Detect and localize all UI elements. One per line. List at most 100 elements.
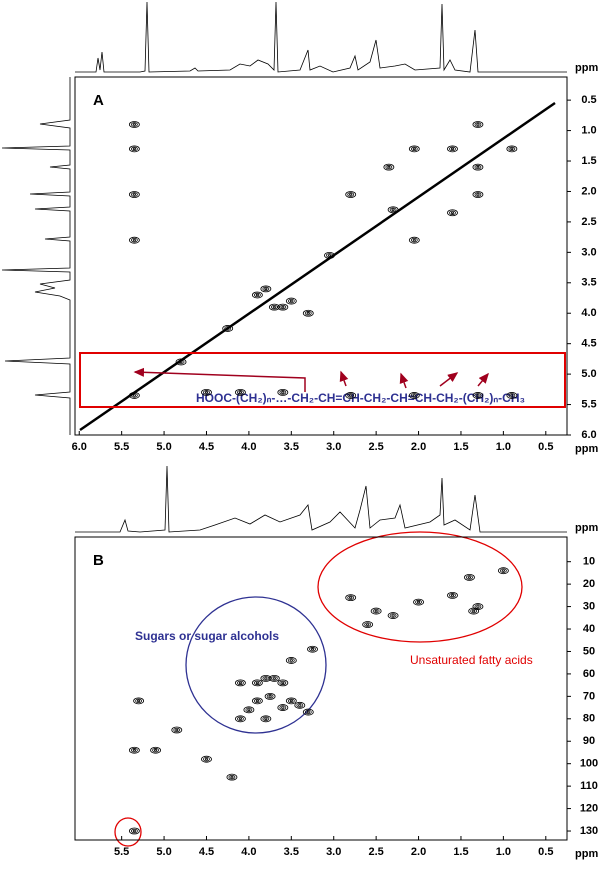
contour <box>387 612 399 619</box>
contour <box>128 236 140 244</box>
cross-peak <box>201 755 212 763</box>
contour <box>387 206 399 214</box>
contour <box>450 211 455 214</box>
x-tick-label: 3.0 <box>326 846 341 858</box>
contour <box>289 659 293 662</box>
arrow <box>477 372 489 387</box>
contour <box>349 394 353 397</box>
contour <box>253 698 261 704</box>
contour <box>468 607 480 615</box>
contour <box>447 591 458 599</box>
y-tick-label: 3.0 <box>581 246 596 258</box>
x-tick-label: 4.5 <box>199 846 214 858</box>
y-tick-label: 4.0 <box>581 307 596 319</box>
y-tick-label: 6.0 <box>581 429 596 441</box>
contour <box>277 679 289 687</box>
cross-peak <box>408 145 420 153</box>
contour <box>412 394 416 397</box>
contour <box>285 297 297 305</box>
contour <box>501 569 505 572</box>
contour <box>307 645 318 653</box>
contour <box>264 717 268 721</box>
contour <box>153 749 158 752</box>
contour <box>416 600 421 604</box>
cross-peak <box>260 675 272 682</box>
contour <box>472 121 484 128</box>
contour <box>251 291 263 299</box>
contour <box>238 717 243 721</box>
y-tick-label: 50 <box>583 645 595 657</box>
contour <box>508 393 516 398</box>
contour <box>391 208 395 211</box>
arrow <box>399 372 409 389</box>
y-tick-label: 10 <box>583 556 595 568</box>
contour <box>285 657 297 664</box>
cross-peak <box>171 726 183 734</box>
contour <box>408 145 420 153</box>
contour <box>135 698 143 704</box>
cross-peak <box>383 163 395 171</box>
plot-frame <box>74 536 568 841</box>
contour <box>349 193 353 196</box>
contour <box>324 251 335 259</box>
x-tick-label: 0.5 <box>538 441 553 453</box>
contour <box>345 191 357 198</box>
cross-peak <box>345 392 357 399</box>
contour <box>412 238 416 242</box>
contour <box>270 304 278 310</box>
y-tick-label: 5.0 <box>581 368 596 380</box>
contour <box>294 701 306 709</box>
contour <box>450 147 455 151</box>
contour <box>132 749 136 752</box>
contour <box>238 681 243 685</box>
contour <box>230 775 234 779</box>
contour <box>132 829 136 833</box>
cross-peak <box>497 567 509 575</box>
cross-peak <box>128 827 140 835</box>
contour <box>235 715 246 723</box>
contour <box>347 192 355 197</box>
contour <box>408 236 420 244</box>
contour <box>506 392 518 399</box>
contour <box>349 596 353 599</box>
cross-peak <box>447 209 458 217</box>
contour <box>175 358 187 366</box>
axis-label: ppm <box>575 848 598 860</box>
x-tick-label: 3.0 <box>326 441 341 453</box>
contour <box>152 748 159 753</box>
contour <box>130 146 138 152</box>
cross-peak <box>251 291 263 299</box>
x-tick-label: 2.0 <box>411 846 426 858</box>
contour <box>255 293 259 297</box>
contour <box>237 680 244 686</box>
y-tick-label: 5.5 <box>581 398 596 410</box>
contour <box>302 309 314 317</box>
contour <box>347 595 355 600</box>
arrow <box>439 372 459 387</box>
x-tick-label: 5.5 <box>114 846 129 858</box>
contour <box>449 146 456 152</box>
contour <box>130 122 138 127</box>
cross-peak <box>447 591 458 599</box>
contour <box>309 647 316 652</box>
contour <box>177 359 185 365</box>
contour <box>175 728 179 732</box>
contour <box>472 609 476 613</box>
cross-peak <box>387 206 399 214</box>
contour <box>137 699 141 703</box>
axis-label: ppm <box>575 443 598 455</box>
contour <box>262 676 270 681</box>
contour <box>279 390 287 395</box>
cluster-outline <box>317 531 523 643</box>
contour <box>132 193 136 196</box>
cross-peak <box>128 236 140 244</box>
contour <box>277 388 289 396</box>
cross-peak <box>472 392 484 399</box>
contour <box>279 680 287 686</box>
contour <box>472 392 484 399</box>
cross-peak <box>302 309 314 317</box>
cross-peak <box>277 388 289 396</box>
contour <box>287 698 295 704</box>
contour <box>508 146 516 152</box>
contour <box>224 326 232 331</box>
